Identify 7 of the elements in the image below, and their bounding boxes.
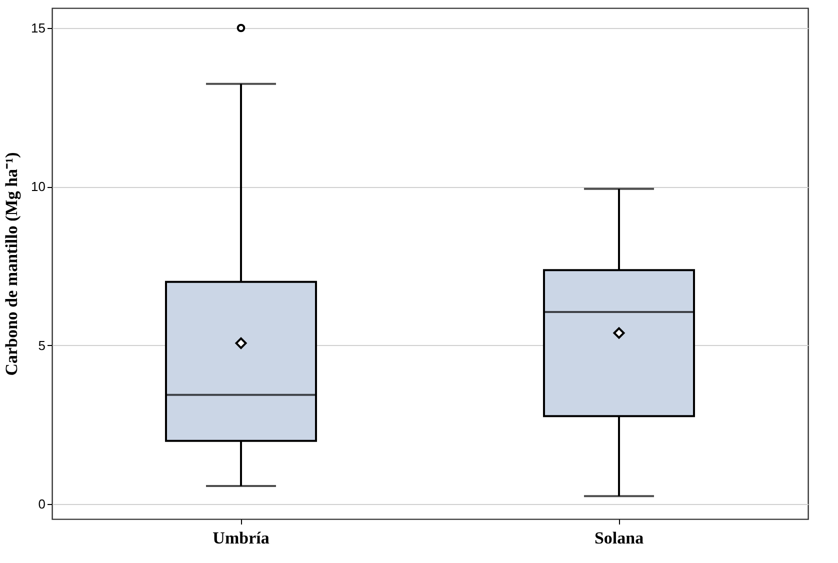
y-tick-label: 0 — [38, 496, 46, 512]
y-tick-label: 5 — [38, 338, 46, 353]
x-tick-label: Umbría — [212, 528, 270, 548]
y-tick-label: 10 — [31, 179, 46, 194]
x-tick-label: Solana — [594, 528, 644, 548]
y-axis-title: Carbono de mantillo (Mg ha⁻¹) — [2, 152, 22, 376]
y-tick-label: 15 — [31, 20, 46, 36]
